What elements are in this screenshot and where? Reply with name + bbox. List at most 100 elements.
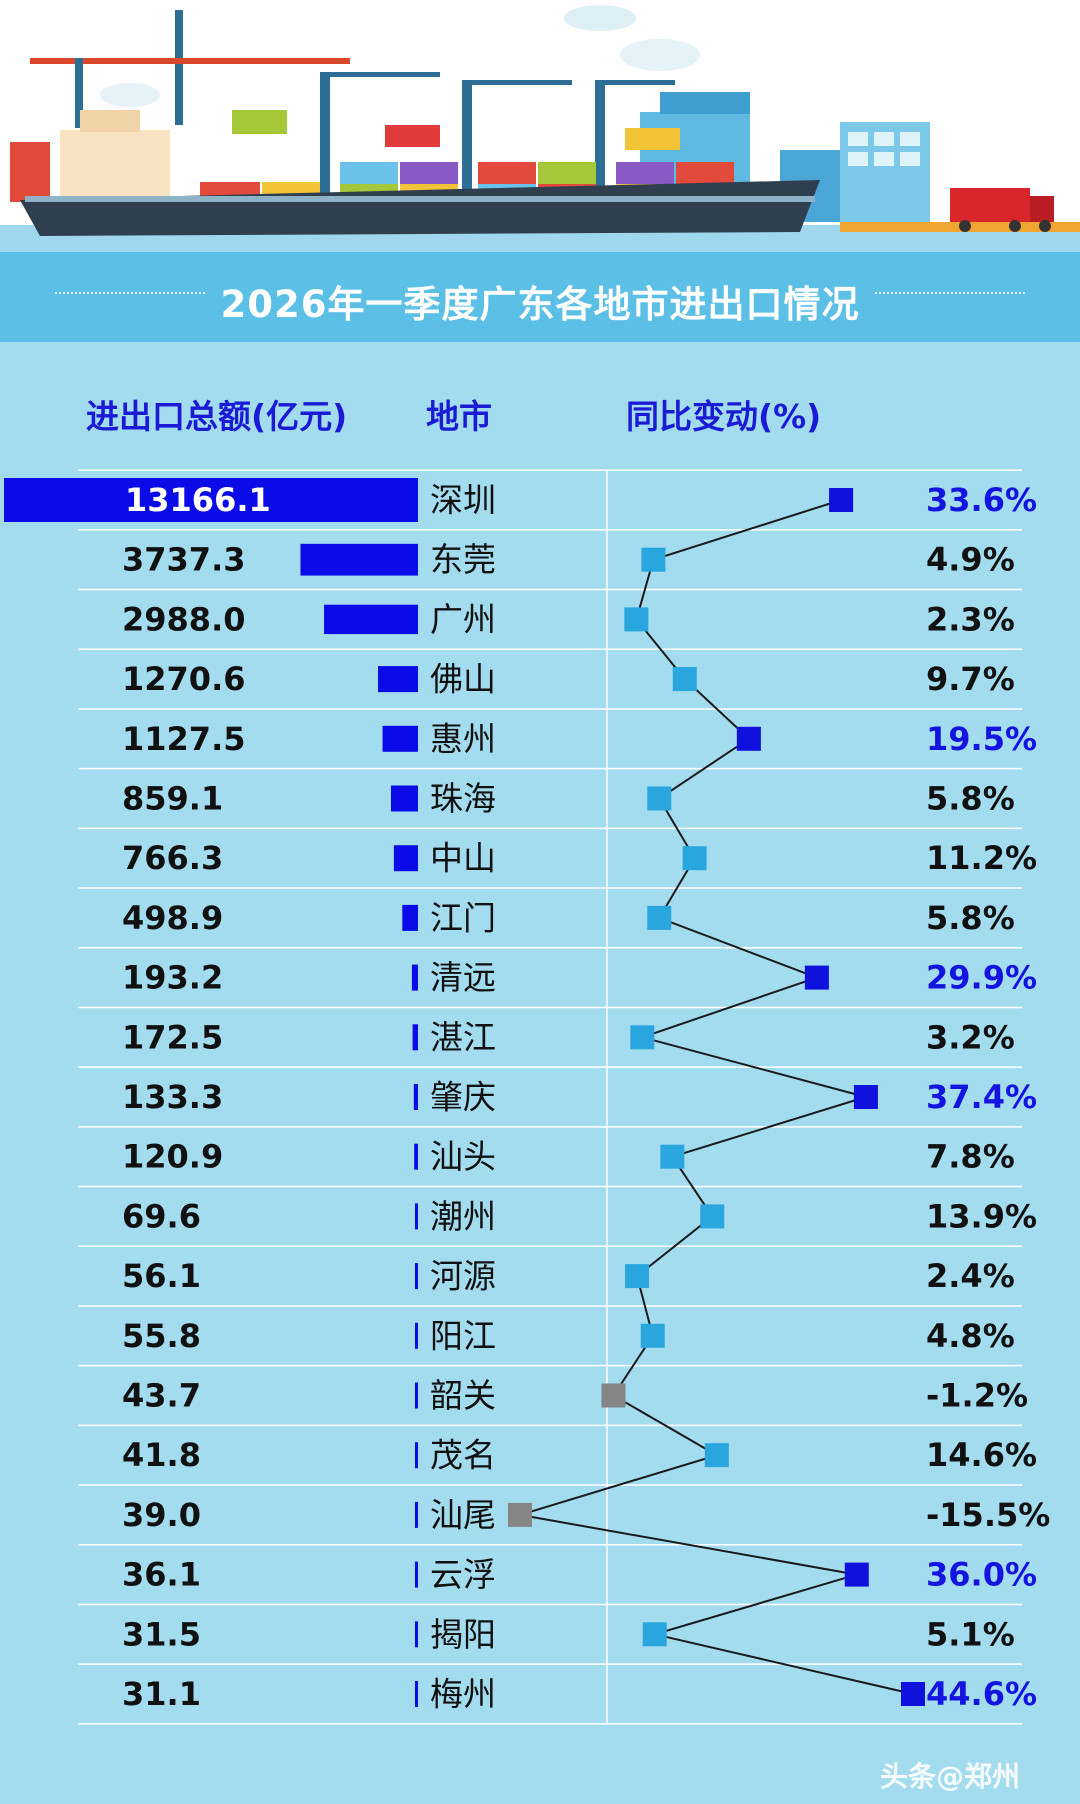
city-label: 深圳 [430, 481, 496, 520]
change-value-label: 36.0% [926, 1556, 1037, 1594]
city-label: 茂名 [430, 1436, 496, 1475]
header-change: 同比变动(%) [626, 397, 822, 436]
city-label: 汕尾 [430, 1495, 496, 1534]
total-bar [393, 845, 418, 872]
total-bar [415, 1621, 418, 1648]
change-value-label: 37.4% [926, 1078, 1037, 1116]
city-label: 汕头 [430, 1137, 496, 1176]
change-marker [641, 547, 666, 572]
city-label: 湛江 [430, 1018, 496, 1057]
total-value-label: 859.1 [122, 780, 223, 818]
total-bar [415, 1442, 418, 1469]
city-label: 江门 [430, 898, 496, 937]
total-value-label: 56.1 [122, 1257, 201, 1295]
change-value-label: 9.7% [926, 660, 1015, 698]
total-value-label: 39.0 [122, 1496, 201, 1534]
total-bar [415, 1681, 418, 1707]
wave-decoration [55, 292, 205, 306]
change-value-label: 19.5% [926, 720, 1037, 758]
city-label: 潮州 [430, 1197, 496, 1236]
total-value-label: 1127.5 [122, 720, 245, 758]
city-label: 惠州 [430, 719, 496, 758]
header-total: 进出口总额(亿元) [86, 397, 348, 436]
total-bar [412, 1024, 418, 1051]
change-value-label: -1.2% [926, 1377, 1028, 1415]
city-label: 梅州 [430, 1675, 496, 1714]
change-value-label: 5.8% [926, 780, 1015, 818]
total-bar [415, 1561, 418, 1588]
total-value-label: 120.9 [122, 1138, 223, 1176]
change-marker [642, 1622, 667, 1647]
total-bar [4, 478, 418, 522]
change-marker [640, 1323, 665, 1348]
city-label: 河源 [430, 1257, 496, 1296]
total-bar [324, 604, 418, 635]
total-value-label: 31.5 [122, 1615, 201, 1653]
change-marker [625, 1264, 650, 1289]
total-bar [300, 543, 418, 576]
change-marker [630, 1025, 655, 1050]
total-value-label: 133.3 [122, 1078, 223, 1116]
change-value-label: 7.8% [926, 1138, 1015, 1176]
port-illustration [0, 0, 1080, 252]
total-value-label: 43.7 [122, 1377, 201, 1415]
total-value-label: 41.8 [122, 1436, 201, 1474]
total-value-label: 766.3 [122, 839, 223, 877]
change-value-label: 4.8% [926, 1317, 1015, 1355]
change-marker [624, 607, 649, 632]
change-value-label: 33.6% [926, 481, 1037, 519]
total-value-label: 69.6 [122, 1197, 201, 1235]
change-value-label: 5.8% [926, 899, 1015, 937]
change-value-label: 3.2% [926, 1018, 1015, 1056]
change-marker [704, 1443, 729, 1468]
total-bar [415, 1382, 418, 1409]
change-marker [853, 1085, 878, 1109]
change-marker [672, 667, 697, 692]
change-marker [647, 905, 672, 930]
total-value-label: 3737.3 [122, 541, 245, 579]
total-value-label: 1270.6 [122, 660, 245, 698]
city-label: 韶关 [430, 1376, 496, 1415]
change-marker [700, 1204, 725, 1229]
city-label: 肇庆 [430, 1078, 496, 1117]
total-bar [415, 1263, 418, 1290]
title-banner [0, 252, 1080, 342]
change-marker [901, 1682, 925, 1706]
change-value-label: 14.6% [926, 1436, 1037, 1474]
city-label: 东莞 [430, 540, 496, 579]
total-bar [411, 964, 418, 991]
total-bar [378, 666, 418, 693]
watermark: 头条@郑州 [880, 1760, 1021, 1793]
city-label: 佛山 [430, 660, 496, 699]
change-value-label: 11.2% [926, 839, 1037, 877]
change-marker [844, 1562, 869, 1587]
change-marker [647, 786, 672, 811]
total-value-label: 172.5 [122, 1018, 223, 1056]
total-value-label: 498.9 [122, 899, 223, 937]
total-bar [390, 785, 418, 812]
city-label: 珠海 [430, 779, 496, 818]
total-bar [413, 1084, 418, 1110]
header-city: 地市 [426, 397, 492, 436]
change-value-label: 13.9% [926, 1197, 1037, 1235]
change-value-label: 5.1% [926, 1615, 1015, 1653]
wave-decoration [875, 292, 1025, 306]
change-marker [682, 846, 707, 871]
city-label: 云浮 [430, 1555, 496, 1594]
total-bar [415, 1203, 418, 1230]
change-value-label: 44.6% [926, 1675, 1037, 1713]
change-value-label: -15.5% [926, 1496, 1050, 1534]
change-marker [804, 965, 829, 990]
chart-title: 2026年一季度广东各地市进出口情况 [220, 283, 860, 326]
city-label: 中山 [430, 839, 496, 878]
total-value-label: 2988.0 [122, 600, 245, 638]
total-bar [382, 725, 418, 752]
change-marker [736, 726, 761, 751]
total-value-label: 31.1 [122, 1675, 201, 1713]
change-value-label: 2.3% [926, 600, 1015, 638]
total-bar [415, 1501, 418, 1528]
total-bar [414, 1143, 418, 1170]
change-marker [508, 1502, 532, 1527]
city-label: 阳江 [430, 1316, 496, 1355]
